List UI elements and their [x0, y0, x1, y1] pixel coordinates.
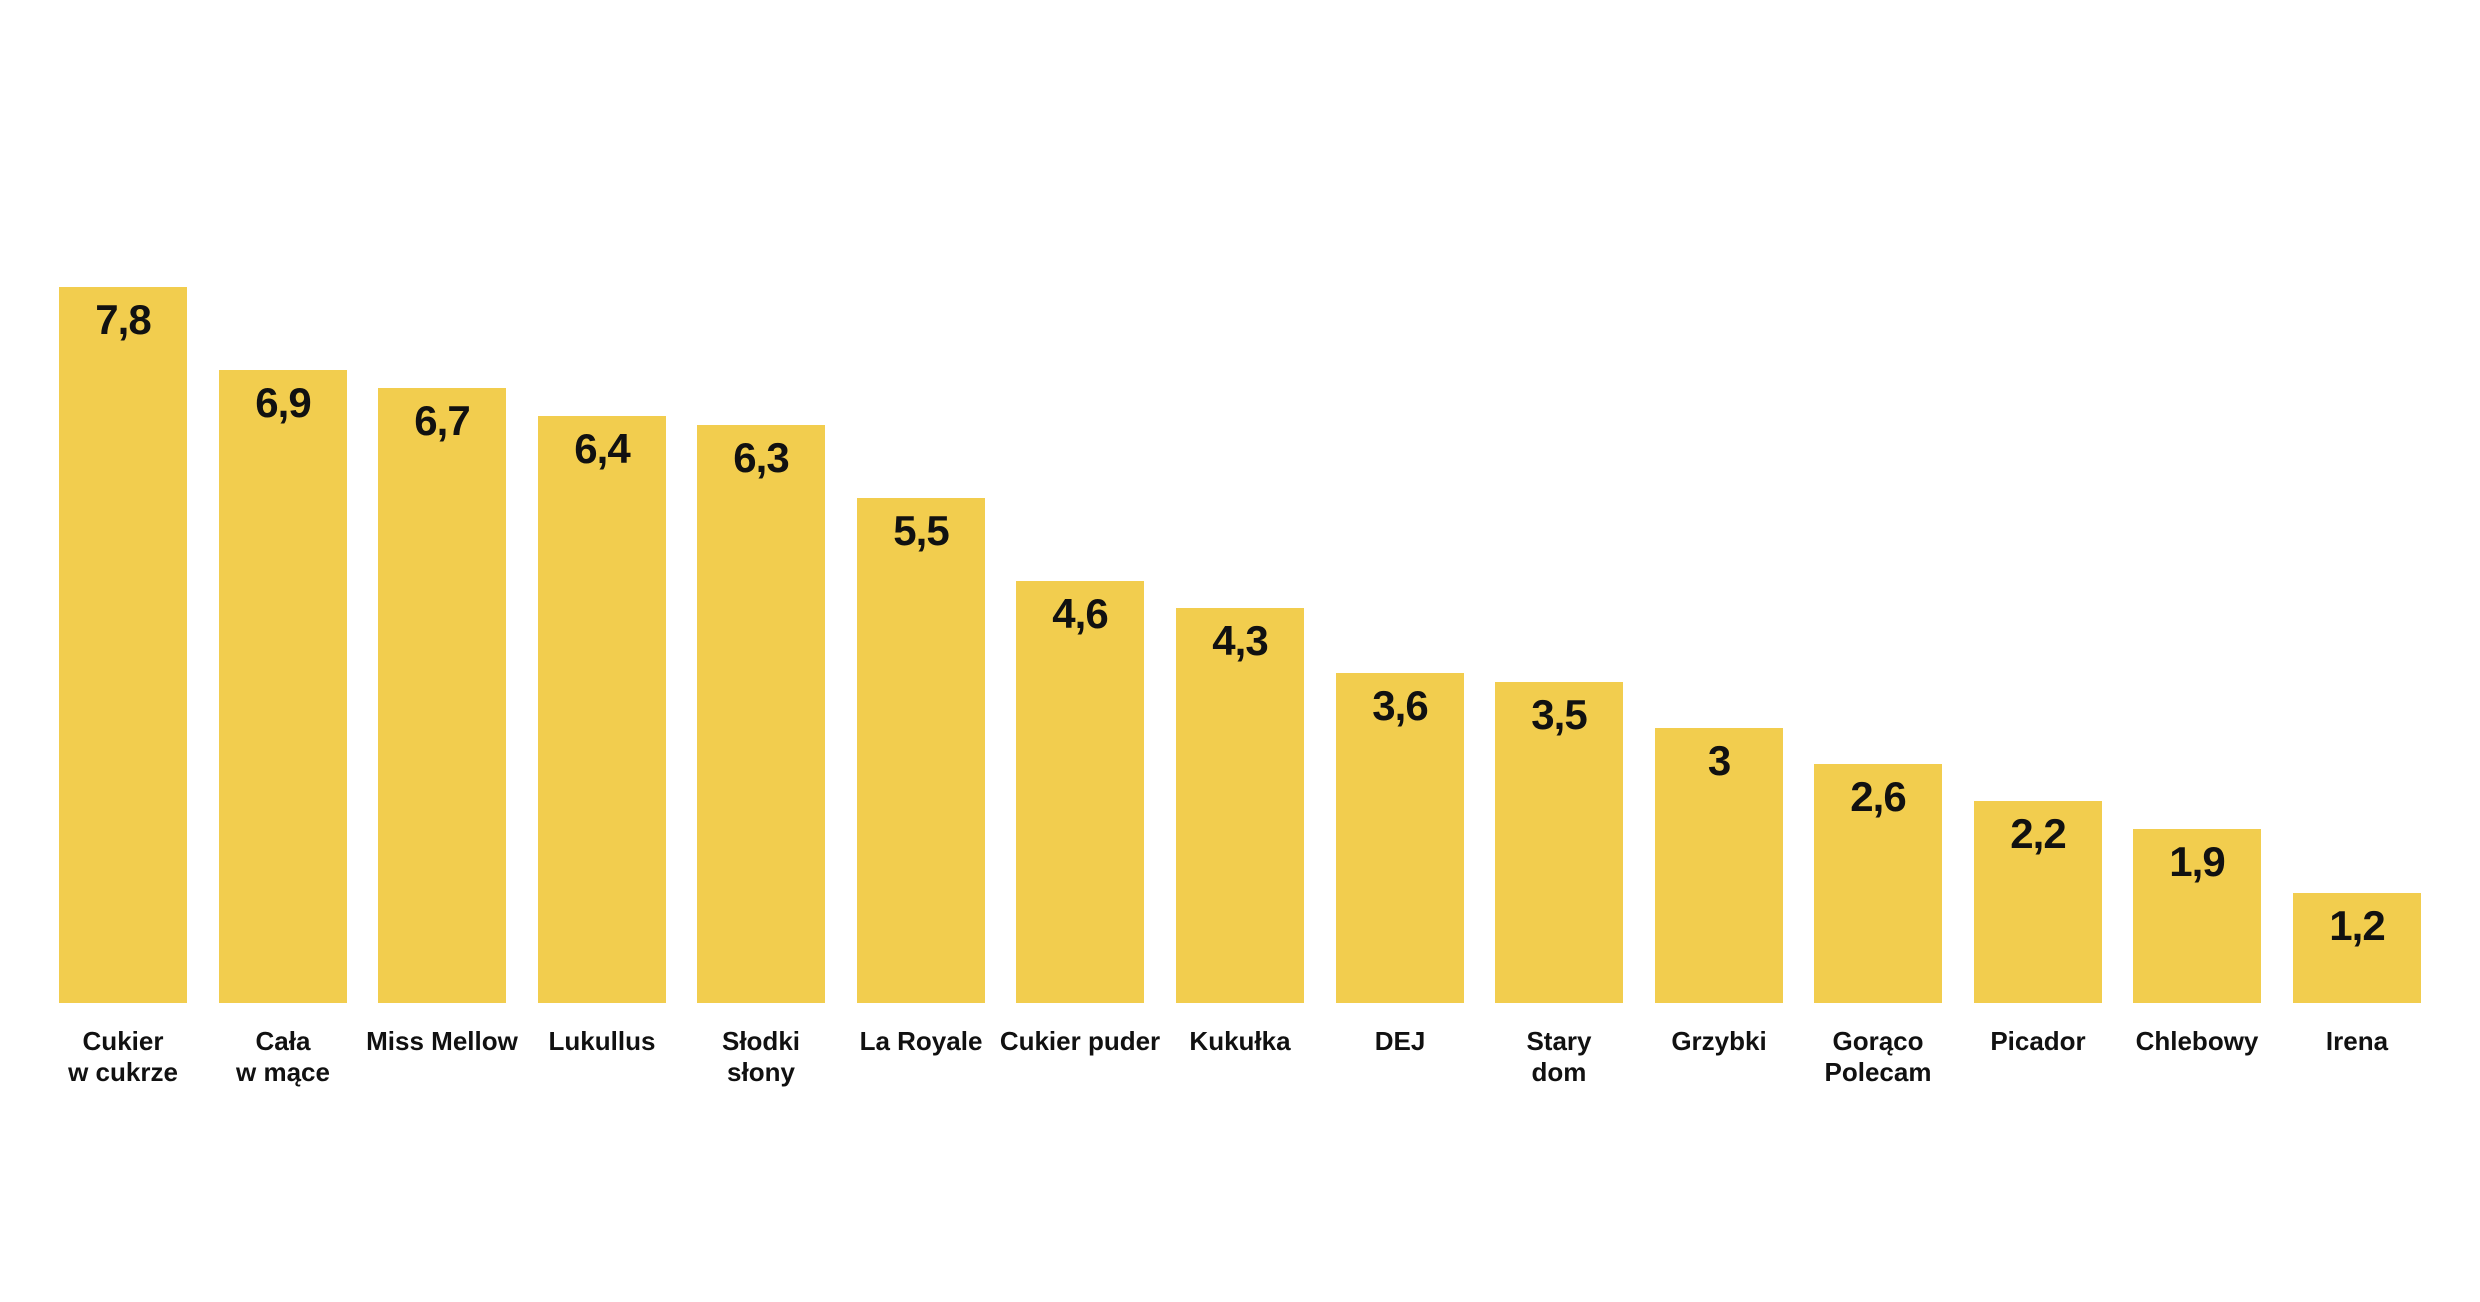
- bar-category-label: Grzybki: [1671, 1026, 1767, 1056]
- bar-category-label: La Royale: [859, 1026, 983, 1056]
- bar-value-label: 6,9: [255, 379, 311, 426]
- bar: 5,5: [857, 498, 985, 1003]
- bar-category-label: Stary dom: [1526, 1026, 1592, 1087]
- bar: 3: [1655, 728, 1783, 1003]
- bar-category-label: Lukullus: [548, 1026, 656, 1056]
- bar-category-label: DEJ: [1374, 1026, 1426, 1056]
- bar: 1,2: [2293, 893, 2421, 1003]
- bar-category-label: Cukier puder: [999, 1026, 1161, 1056]
- bar: 6,9: [219, 370, 347, 1003]
- bar: 1,9: [2133, 829, 2261, 1003]
- bar: 6,7: [378, 388, 506, 1003]
- bar: 3,6: [1336, 673, 1464, 1003]
- bar-category-label: Chlebowy: [2135, 1026, 2259, 1056]
- bar-category-label: Cukier w cukrze: [68, 1026, 178, 1087]
- bar-value-label: 7,8: [95, 296, 151, 343]
- bar: 4,6: [1016, 581, 1144, 1003]
- bar-value-label: 2,6: [1850, 773, 1906, 820]
- bar-value-label: 3: [1707, 737, 1731, 784]
- bar-value-label: 1,9: [2169, 838, 2225, 885]
- bar: 2,2: [1974, 801, 2102, 1003]
- bar-category-label: Miss Mellow: [366, 1026, 518, 1056]
- bar-value-label: 2,2: [2010, 810, 2066, 857]
- bar-value-label: 1,2: [2329, 902, 2385, 949]
- bar-value-label: 3,6: [1372, 682, 1428, 729]
- bar-value-label: 6,3: [733, 434, 789, 481]
- bar: 3,5: [1495, 682, 1623, 1003]
- bar-category-label: Cała w mące: [236, 1026, 330, 1087]
- bar: 7,8: [59, 287, 187, 1003]
- bar-category-label: Irena: [2325, 1026, 2389, 1056]
- bar: 4,3: [1176, 608, 1304, 1003]
- bar-value-label: 4,6: [1052, 590, 1108, 637]
- bar-category-label: Gorąco Polecam: [1824, 1026, 1932, 1087]
- bar-value-label: 6,4: [574, 425, 630, 472]
- bar-value-label: 5,5: [893, 507, 949, 554]
- bar-value-label: 6,7: [414, 397, 470, 444]
- bar: 6,3: [697, 425, 825, 1003]
- bar-value-label: 4,3: [1212, 617, 1268, 664]
- bar-category-label: Picador: [1990, 1026, 2086, 1056]
- bar-category-label: Słodki słony: [721, 1026, 800, 1087]
- bar: 6,4: [538, 416, 666, 1003]
- bar: 2,6: [1814, 764, 1942, 1003]
- bar-category-label: Kukułka: [1189, 1026, 1291, 1056]
- bar-value-label: 3,5: [1531, 691, 1587, 738]
